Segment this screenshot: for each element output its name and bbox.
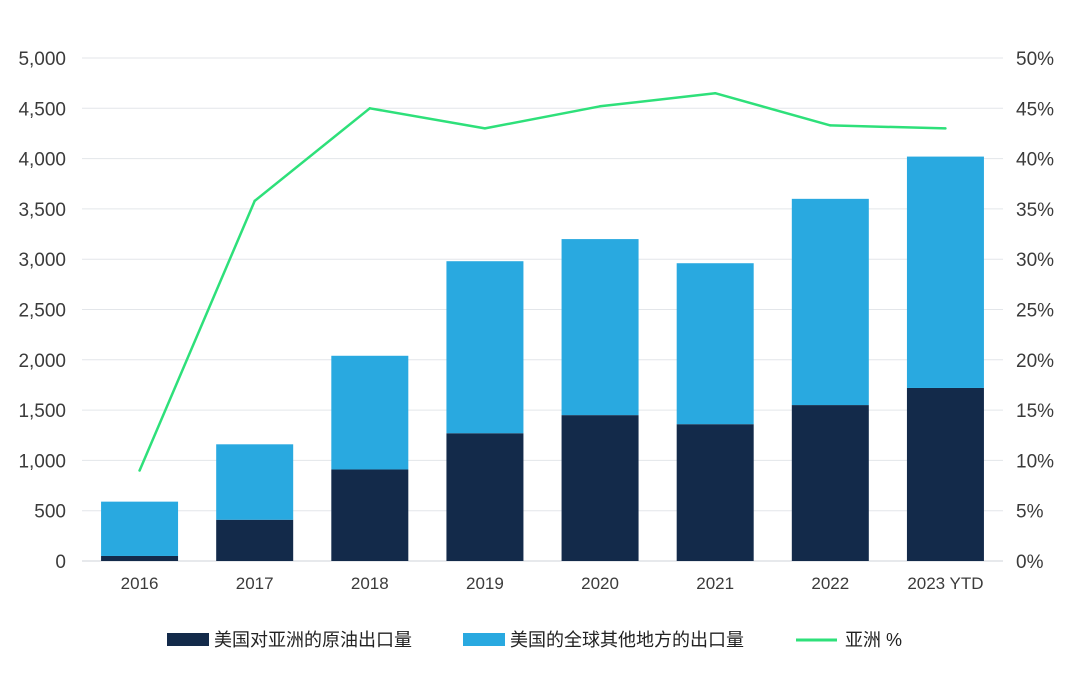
y-left-tick-label: 2,500 — [18, 301, 66, 322]
x-tick-label: 2019 — [466, 574, 504, 593]
y-left-tick-label: 500 — [34, 502, 66, 523]
bar-asia-exports — [446, 433, 524, 561]
x-tick-label: 2018 — [351, 574, 389, 593]
asia-share-point — [598, 105, 602, 108]
y-left-tick-label: 1,500 — [18, 401, 66, 422]
y-right-tick-label: 25% — [1016, 301, 1054, 322]
asia-share-point — [829, 124, 832, 127]
bar-rest-of-world-exports — [216, 444, 294, 520]
bar-asia-exports — [906, 387, 984, 561]
asia-share-line — [138, 91, 947, 472]
y-right-tick-label: 45% — [1016, 99, 1054, 120]
bar-rest-of-world-exports — [676, 263, 754, 425]
y-left-tick-label: 0 — [55, 552, 66, 573]
y-left-tick-label: 5,000 — [18, 49, 66, 70]
y-left-tick-label: 3,500 — [18, 200, 66, 221]
y-left-tick-label: 3,000 — [18, 250, 66, 271]
x-tick-label: 2017 — [236, 574, 274, 593]
y-left-tick-label: 4,500 — [18, 99, 66, 120]
asia-share-point — [138, 469, 141, 472]
y-right-tick-label: 10% — [1016, 451, 1054, 472]
x-axis: 2016 2017 2018 2019 2020 2021 2022 2023 YTD — [121, 574, 984, 593]
legend: 美国对亚洲的原油出口量 美国的全球其他地方的出口量 亚洲 % — [167, 630, 902, 650]
asia-share-point — [713, 92, 717, 95]
bar-asia-exports — [101, 555, 179, 561]
x-tick-label: 2023 YTD — [907, 574, 983, 593]
legend-label-rest-of-world-exports: 美国的全球其他地方的出口量 — [510, 630, 744, 650]
asia-share-point — [944, 127, 947, 130]
asia-share-point — [253, 199, 256, 203]
legend-swatch-rest-of-world-exports — [463, 633, 505, 646]
bar-rest-of-world-exports — [101, 501, 179, 556]
bar-asia-exports — [331, 469, 409, 561]
bar-rest-of-world-exports — [561, 239, 639, 416]
bar-asia-exports — [216, 519, 294, 561]
y-right-tick-label: 0% — [1016, 552, 1044, 573]
y-left-tick-label: 4,000 — [18, 150, 66, 171]
asia-share-point — [368, 107, 372, 110]
x-tick-label: 2021 — [696, 574, 734, 593]
bar-rest-of-world-exports — [331, 355, 409, 470]
y-left-tick-label: 1,000 — [18, 451, 66, 472]
y-right-tick-label: 50% — [1016, 49, 1054, 70]
legend-label-asia-exports: 美国对亚洲的原油出口量 — [214, 630, 412, 650]
y-right-tick-label: 20% — [1016, 351, 1054, 372]
y-left-tick-label: 2,000 — [18, 351, 66, 372]
x-tick-label: 2020 — [581, 574, 619, 593]
y-right-tick-label: 40% — [1016, 150, 1054, 171]
bar-asia-exports — [676, 424, 754, 561]
asia-share-line-group — [138, 91, 947, 472]
bar-rest-of-world-exports — [791, 198, 869, 406]
x-tick-label: 2022 — [811, 574, 849, 593]
x-tick-label: 2016 — [121, 574, 159, 593]
bar-rest-of-world-exports — [446, 261, 524, 434]
y-right-tick-label: 30% — [1016, 250, 1054, 271]
y-right-tick-label: 15% — [1016, 401, 1054, 422]
bar-asia-exports — [791, 405, 869, 561]
legend-label-asia-share: 亚洲 % — [845, 630, 902, 650]
y-right-tick-label: 5% — [1016, 502, 1044, 523]
y-axis-left: 0 500 1,000 1,500 2,000 2,500 3,000 3,500 4,000 4… — [18, 49, 66, 573]
y-axis-right: 0% 5% 10% 15% 20% 25% 30% 35% 40% 45% 50% — [1016, 49, 1054, 573]
asia-share-point — [483, 127, 487, 130]
bar-asia-exports — [561, 415, 639, 561]
legend-swatch-asia-exports — [167, 633, 209, 646]
bars — [101, 156, 984, 561]
bar-rest-of-world-exports — [906, 156, 984, 388]
y-right-tick-label: 35% — [1016, 200, 1054, 221]
